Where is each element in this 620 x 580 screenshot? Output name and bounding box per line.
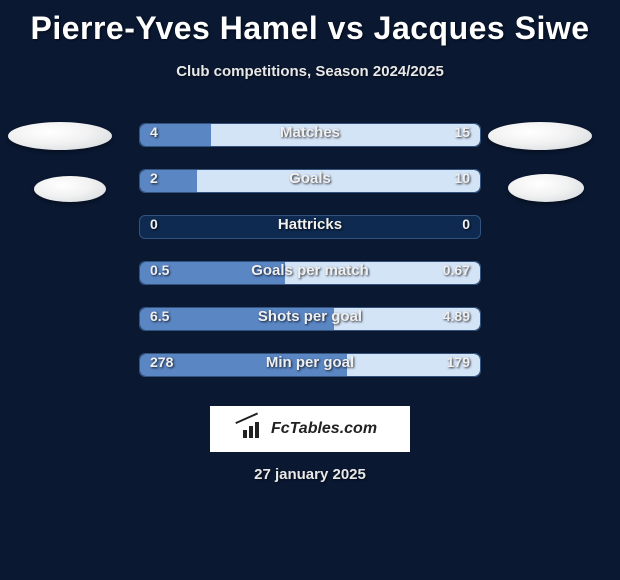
value-left: 6.5 [150,308,169,324]
value-left: 0 [150,216,158,232]
player-ellipse [488,122,592,150]
player-ellipse [34,176,106,202]
stat-row: 0.50.67Goals per match [0,250,620,296]
stat-bar: 278179Min per goal [139,353,481,377]
value-right: 0.67 [443,262,470,278]
stat-row: 278179Min per goal [0,342,620,388]
value-right: 0 [462,216,470,232]
value-right: 10 [454,170,470,186]
bar-right-fill [197,170,480,192]
date-label: 27 january 2025 [254,466,366,483]
comparison-chart: 415Matches210Goals00Hattricks0.50.67Goal… [0,112,620,388]
stat-row: 0 0Hattricks [0,204,620,250]
stat-bar: 0 0Hattricks [139,215,481,239]
value-left: 0.5 [150,262,169,278]
player-ellipse [508,174,584,202]
stat-row: 6.54.89Shots per goal [0,296,620,342]
page-title: Pierre-Yves Hamel vs Jacques Siwe [0,0,620,47]
brand-badge: FcTables.com [210,406,410,452]
value-left: 278 [150,354,173,370]
value-left: 4 [150,124,158,140]
bar-left-fill [140,170,197,192]
stat-label: Hattricks [140,216,480,233]
brand-text: FcTables.com [271,420,377,438]
stat-bar: 0.50.67Goals per match [139,261,481,285]
subtitle: Club competitions, Season 2024/2025 [0,63,620,80]
bar-chart-icon [243,420,265,438]
footer: FcTables.com 27 january 2025 [0,406,620,483]
value-right: 15 [454,124,470,140]
player-ellipse [8,122,112,150]
stat-bar: 6.54.89Shots per goal [139,307,481,331]
value-left: 2 [150,170,158,186]
stat-bar: 415Matches [139,123,481,147]
value-right: 179 [447,354,470,370]
stat-bar: 210Goals [139,169,481,193]
bar-right-fill [211,124,480,146]
value-right: 4.89 [443,308,470,324]
